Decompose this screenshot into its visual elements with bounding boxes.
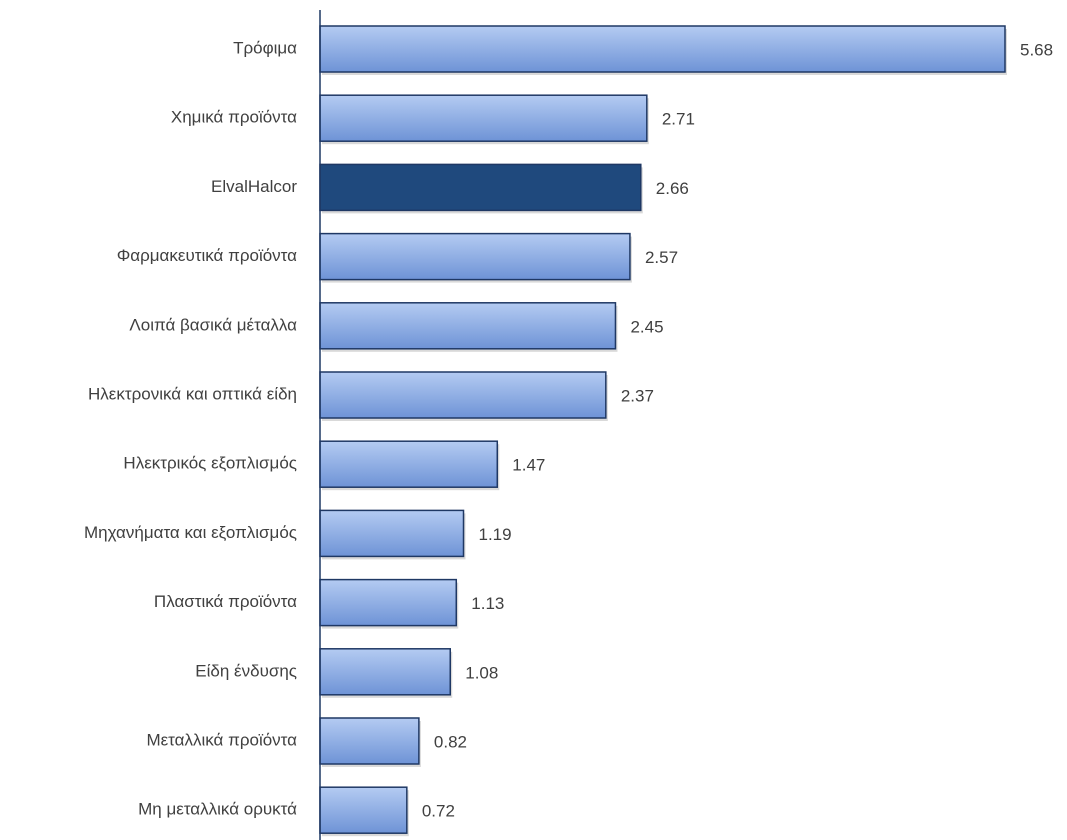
bar bbox=[319, 440, 499, 488]
category-label: Μη μεταλλικά ορυκτά bbox=[138, 800, 297, 819]
bar bbox=[319, 25, 1006, 73]
bar bbox=[319, 509, 465, 558]
bars bbox=[319, 25, 1007, 837]
bar bbox=[319, 232, 631, 281]
category-label: Χημικά προϊόντα bbox=[171, 108, 297, 127]
bar bbox=[319, 163, 642, 212]
bar bbox=[319, 578, 458, 627]
category-label: Μηχανήματα και εξοπλισμός bbox=[84, 523, 297, 542]
bar bbox=[319, 302, 617, 350]
bar bbox=[319, 94, 648, 142]
value-label: 1.19 bbox=[479, 525, 512, 544]
value-label: 1.47 bbox=[512, 456, 545, 475]
category-label: ElvalHalcor bbox=[211, 177, 297, 196]
value-label: 0.72 bbox=[422, 802, 455, 821]
value-label: 1.13 bbox=[471, 594, 504, 613]
category-label: Ηλεκτρικός εξοπλισμός bbox=[123, 454, 297, 473]
category-label: Τρόφιμα bbox=[233, 38, 297, 57]
bar bbox=[319, 648, 451, 696]
value-label: 2.66 bbox=[656, 179, 689, 198]
category-label: Πλαστικά προϊόντα bbox=[154, 592, 297, 611]
value-label: 0.82 bbox=[434, 732, 467, 751]
category-label: Μεταλλικά προϊόντα bbox=[146, 730, 297, 749]
bar bbox=[319, 371, 607, 419]
category-label: Είδη ένδυσης bbox=[195, 661, 297, 680]
category-label: Ηλεκτρονικά και οπτικά είδη bbox=[88, 384, 297, 403]
bar bbox=[319, 717, 420, 765]
value-label: 2.37 bbox=[621, 386, 654, 405]
bar bbox=[319, 786, 408, 834]
value-label: 2.71 bbox=[662, 110, 695, 129]
value-label: 2.57 bbox=[645, 248, 678, 267]
value-label: 1.08 bbox=[465, 663, 498, 682]
value-label: 5.68 bbox=[1020, 40, 1053, 59]
category-label: Φαρμακευτικά προϊόντα bbox=[117, 246, 297, 265]
category-label: Λοιπά βασικά μέταλλα bbox=[129, 315, 297, 334]
value-label: 2.45 bbox=[630, 317, 663, 336]
